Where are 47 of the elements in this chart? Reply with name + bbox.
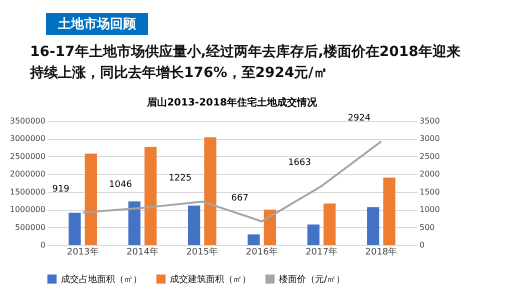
x-tick-label: 2015年: [186, 246, 218, 258]
legend-label: 成交建筑面积（㎡）: [170, 274, 251, 285]
y-tick-label: 2500000: [10, 152, 46, 161]
y2-tick-label: 3000: [420, 134, 440, 144]
bar: [383, 178, 396, 245]
y2-tick-label: 1000: [420, 205, 440, 214]
bar: [128, 201, 140, 245]
legend-label: 楼面价（元/㎡）: [279, 274, 346, 285]
y-tick-label: 2000000: [10, 170, 46, 179]
x-tick-label: 2018年: [365, 246, 398, 258]
x-tick-label: 2017年: [306, 246, 338, 258]
x-tick-label: 2016年: [246, 246, 278, 258]
data-label: 2924: [348, 113, 371, 124]
text: 16-17年土地市场供应量小,经过两年去库存后,楼面价在2018年迎来持续上涨，同比去年增长176%，至2924元/㎡: [30, 42, 462, 83]
bar: [248, 234, 260, 245]
y-tick-label: 3500000: [10, 116, 46, 126]
bar: [188, 206, 200, 245]
data-label: 1046: [109, 180, 132, 190]
bar: [367, 207, 380, 245]
bar: [144, 146, 157, 245]
line-series: [82, 140, 382, 222]
data-label: 1225: [168, 174, 192, 184]
bar: [307, 224, 320, 245]
y2-tick-label: 2500: [420, 152, 440, 161]
y2-tick-label: 500: [420, 222, 435, 232]
y-tick-label: 3000000: [10, 134, 46, 144]
y-tick-label: 1000000: [10, 205, 46, 214]
y-tick-label: 1500000: [10, 187, 46, 196]
x-tick-label: 2014年: [126, 246, 158, 258]
bar: [68, 212, 81, 245]
data-label: 919: [52, 184, 70, 194]
data-label: 667: [231, 193, 248, 204]
x-tick-label: 2013年: [66, 246, 99, 258]
y2-tick-label: 3500: [420, 116, 440, 126]
y2-tick-label: 2000: [420, 170, 440, 179]
y-tick-label: 0: [40, 240, 46, 250]
bar: [264, 210, 276, 245]
bar: [324, 204, 336, 245]
text: 土地市场回顾: [46, 13, 148, 35]
chart-title: 眉山2013-2018年住宅土地成交情况: [146, 96, 318, 108]
bar: [204, 137, 216, 245]
y2-tick-label: 1500: [420, 187, 440, 196]
y2-tick-label: 0: [420, 240, 425, 250]
data-label: 1663: [288, 158, 311, 168]
y-tick-label: 500000: [14, 222, 46, 232]
legend-label: 成交占地面积（㎡）: [61, 274, 142, 285]
bar: [84, 154, 97, 245]
